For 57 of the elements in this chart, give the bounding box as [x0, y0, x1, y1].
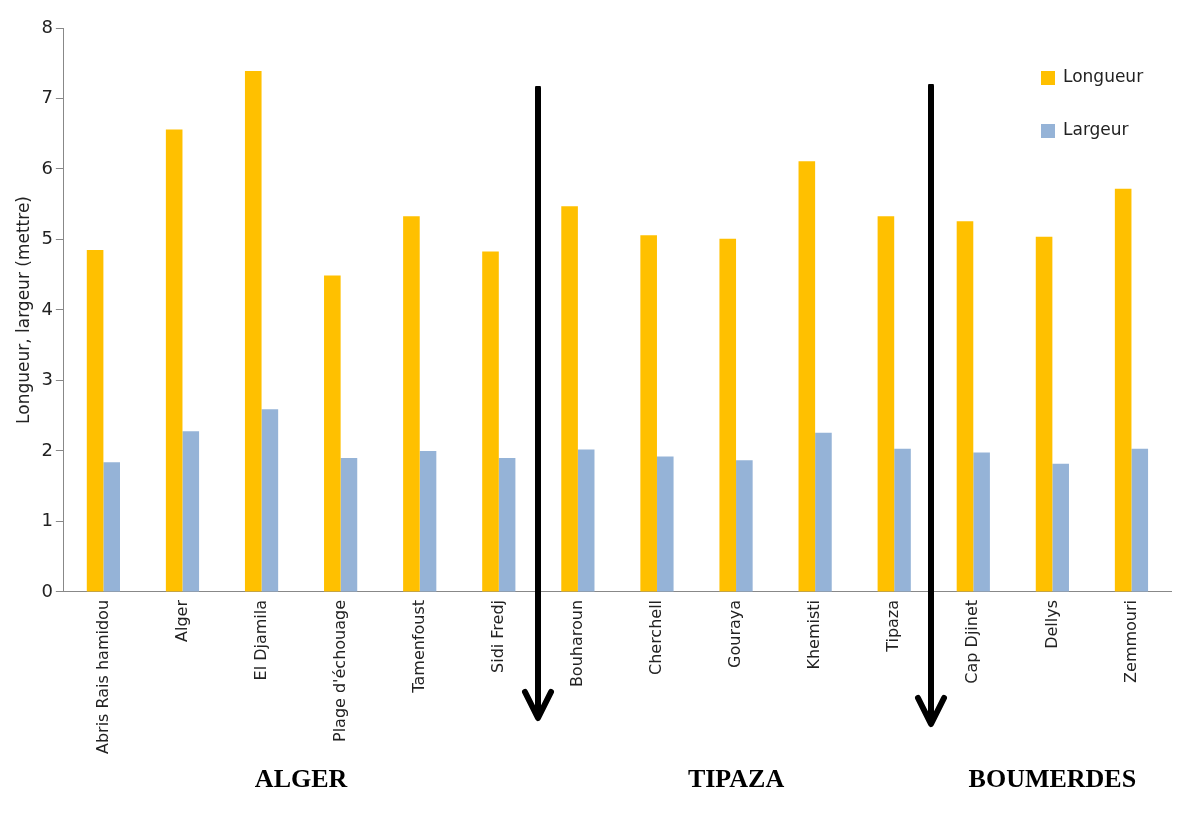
bar — [956, 221, 974, 592]
bar — [324, 275, 341, 592]
bar — [340, 458, 358, 592]
y-tick-label: 3 — [41, 368, 53, 390]
x-tick-label: Sidi Fredj — [487, 599, 507, 673]
y-tick-label: 0 — [41, 579, 53, 601]
x-tick-label: El Djamila — [250, 599, 270, 681]
text: TIPAZA — [687, 763, 785, 793]
x-tick-label: Alger — [171, 599, 191, 642]
y-axis-title: Longueur, largeur (mettre) — [12, 196, 33, 424]
y-tick-label: 7 — [41, 86, 53, 108]
x-tick-label: Tipaza — [883, 599, 903, 653]
bar — [656, 456, 674, 592]
x-tick-label: Cap Djinet — [962, 599, 982, 684]
bar — [1035, 236, 1053, 592]
x-tick-label: Bouharoun — [567, 599, 587, 688]
legend-label: Longueur — [1063, 66, 1144, 87]
bar — [261, 409, 279, 592]
bar — [1114, 188, 1132, 592]
bar — [736, 460, 753, 592]
bar — [498, 458, 516, 592]
bar — [894, 448, 911, 592]
bar — [1131, 448, 1149, 592]
bar — [86, 250, 104, 592]
legend-label: Largeur — [1063, 119, 1129, 140]
bar — [244, 71, 262, 592]
bar — [403, 216, 420, 592]
text: BOUMERDES — [968, 763, 1137, 793]
y-tick-label: 4 — [41, 297, 53, 319]
bar — [561, 206, 578, 592]
x-tick-label: Tamenfoust — [408, 599, 428, 694]
bar — [419, 450, 437, 592]
bar — [815, 432, 832, 592]
bar — [165, 129, 183, 592]
y-tick-label: 5 — [41, 227, 53, 249]
bar — [640, 235, 657, 592]
x-tick-label: Dellys — [1041, 599, 1061, 649]
x-tick-label: Zemmouri — [1120, 599, 1140, 683]
bar — [577, 449, 595, 592]
x-tick-label: Abris Rais hamidou — [92, 599, 112, 754]
text: ALGER — [254, 763, 348, 793]
bar — [798, 161, 816, 592]
bar — [103, 462, 120, 592]
bar — [719, 238, 737, 592]
bar — [877, 216, 895, 592]
bar — [482, 251, 499, 592]
bar — [1052, 463, 1069, 592]
x-tick-label: Khemisti — [804, 599, 824, 670]
y-tick-label: 8 — [41, 15, 53, 37]
y-tick-label: 6 — [41, 156, 53, 178]
y-tick-label: 1 — [41, 509, 53, 531]
x-tick-label: Plage d'échouage — [329, 599, 349, 743]
x-tick-label: Cherchell — [646, 599, 666, 676]
y-tick-label: 2 — [41, 438, 53, 460]
x-tick-label: Gouraya — [725, 599, 745, 668]
bar — [973, 452, 990, 592]
bar — [182, 431, 200, 592]
